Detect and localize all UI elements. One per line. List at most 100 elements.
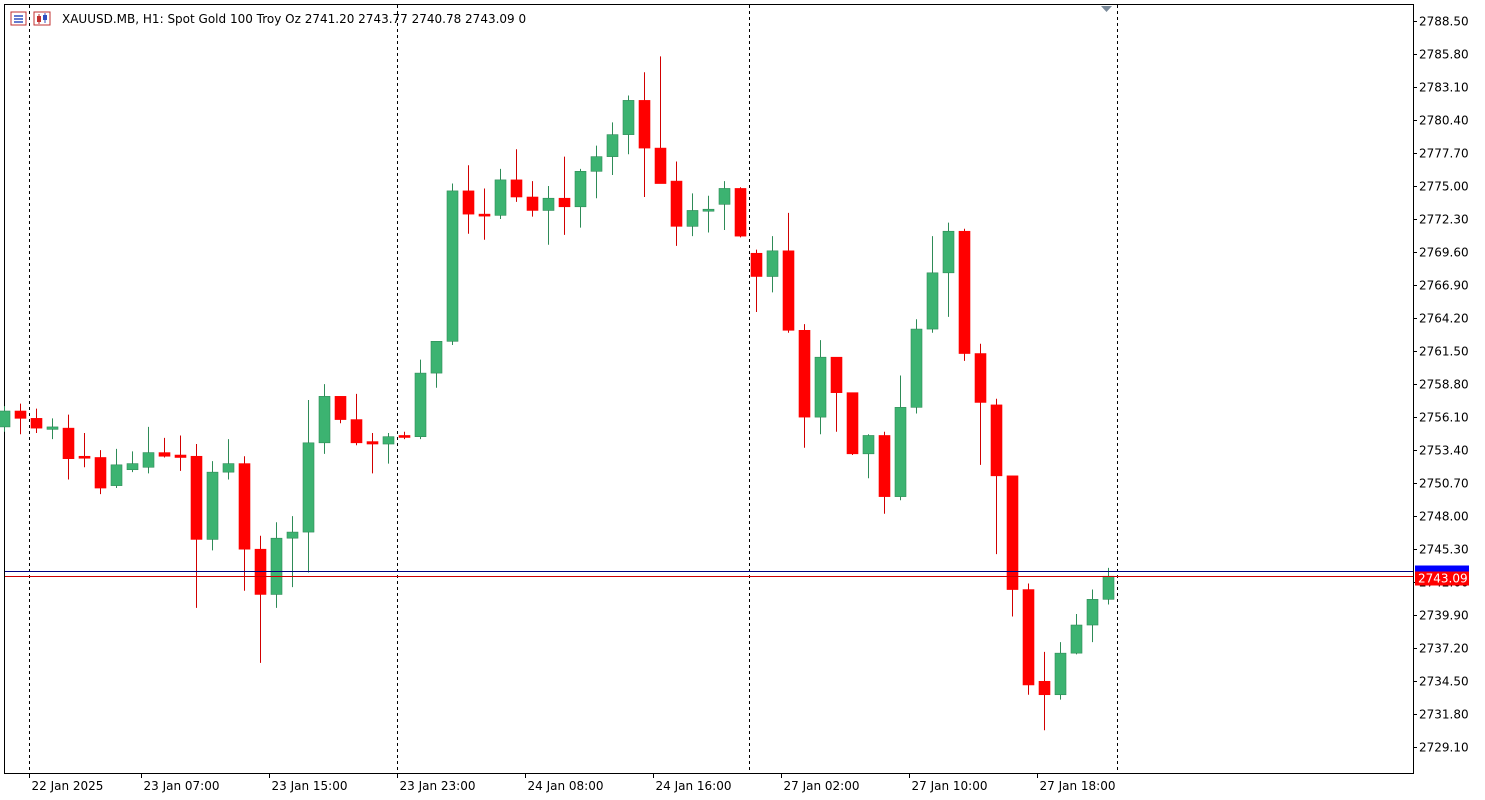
chart-shift-marker-icon[interactable] (1101, 6, 1112, 12)
time-tick-label-3: 23 Jan 23:00 (400, 779, 476, 793)
bid-price-tag (1415, 571, 1469, 586)
current-price-tags: 2743.09 (1415, 565, 1469, 586)
candle-body-50 (798, 329, 811, 418)
candle-41 (654, 56, 667, 184)
price-tick-label-0: 2788.50 (1419, 15, 1469, 29)
price-tick-label-11: 2758.80 (1419, 378, 1469, 392)
candle-62 (990, 398, 1003, 555)
candle-42 (670, 161, 683, 246)
candle-body-66 (1054, 652, 1067, 696)
candle-48 (766, 236, 779, 293)
chart-list-icon[interactable] (10, 11, 27, 26)
candle-body-39 (622, 100, 635, 135)
candle-51 (814, 340, 827, 435)
candle-body-46 (734, 188, 747, 237)
candle-18 (286, 516, 299, 588)
price-tick-label-14: 2750.70 (1419, 477, 1469, 491)
timeframe-label: H1: (143, 12, 164, 26)
candle-body-32 (510, 179, 523, 198)
time-axis[interactable]: 22 Jan 2025 23 Jan 07:00 23 Jan 15:00 23 Ja… (29, 773, 1116, 793)
price-tick-label-2: 2783.10 (1419, 81, 1469, 95)
candle-66 (1054, 642, 1067, 700)
candle-body-37 (590, 156, 603, 172)
candle-body-24 (382, 436, 395, 445)
candle-25 (398, 431, 411, 440)
candle-body-18 (286, 531, 299, 539)
candle-29 (462, 165, 475, 234)
candle-body-28 (446, 190, 459, 342)
candle-body-58 (926, 272, 939, 330)
candle-body-36 (574, 171, 587, 208)
candle-32 (510, 149, 523, 202)
candle-body-55 (878, 435, 891, 497)
candle-22 (350, 393, 363, 446)
price-tick-label-6: 2772.30 (1419, 213, 1469, 227)
time-tick-label-1: 23 Jan 07:00 (144, 779, 220, 793)
candle-body-26 (414, 372, 427, 437)
candle-body-7 (110, 464, 123, 486)
candle-body-12 (190, 455, 203, 540)
candle-40 (638, 72, 651, 197)
candle-body-25 (398, 435, 411, 438)
day-separators (29, 5, 1118, 773)
candle-11 (174, 435, 187, 471)
candle-body-3 (46, 426, 59, 430)
candle-50 (798, 324, 811, 448)
candle-body-43 (686, 210, 699, 227)
candle-body-53 (846, 392, 859, 455)
candle-45 (718, 181, 731, 231)
candle-8 (126, 451, 139, 473)
bid-price-label: 2743.09 (1418, 572, 1468, 586)
candle-60 (958, 228, 971, 361)
price-tick-label-15: 2748.00 (1419, 510, 1469, 524)
candle-body-63 (1006, 475, 1019, 590)
price-tick-label-20: 2734.50 (1419, 675, 1469, 689)
price-axis[interactable]: 2788.50 2785.80 2783.10 2780.40 2777.70 2775.… (1413, 15, 1469, 755)
ohlc-values: 2741.20 2743.77 2740.78 2743.09 (305, 12, 515, 26)
candle-body-6 (94, 457, 107, 489)
candle-body-5 (78, 455, 91, 459)
candle-6 (94, 450, 107, 495)
candle-body-48 (766, 250, 779, 277)
candle-59 (942, 222, 955, 317)
candle-7 (110, 448, 123, 489)
candle-body-33 (526, 196, 539, 211)
candle-38 (606, 122, 619, 175)
candle-36 (574, 168, 587, 228)
price-tick-label-21: 2731.80 (1419, 708, 1469, 722)
time-tick-label-5: 24 Jan 16:00 (656, 779, 732, 793)
candle-body-2 (30, 418, 43, 429)
candle-body-4 (62, 427, 75, 460)
candle-49 (782, 212, 795, 333)
candle-body-9 (142, 452, 155, 468)
candle-body-56 (894, 407, 907, 497)
price-tick-label-3: 2780.40 (1419, 114, 1469, 128)
candle-body-17 (270, 537, 283, 595)
candle-12 (190, 444, 203, 608)
time-tick-label-4: 24 Jan 08:00 (528, 779, 604, 793)
candle-chart-icon[interactable] (33, 11, 51, 26)
candle-33 (526, 181, 539, 217)
candle-67 (1070, 614, 1083, 655)
candle-19 (302, 400, 315, 573)
time-tick-label-0: 22 Jan 2025 (32, 779, 104, 793)
candle-body-11 (174, 454, 187, 458)
candle-68 (1086, 589, 1099, 643)
plot-area (4, 4, 1414, 774)
candle-body-65 (1038, 680, 1051, 696)
candle-58 (926, 236, 939, 333)
candle-body-57 (910, 328, 923, 408)
symbol-label: XAUUSD.MB (62, 12, 135, 26)
candle-21 (334, 396, 347, 424)
candle-body-30 (478, 213, 491, 217)
candle-57 (910, 319, 923, 414)
candle-body-62 (990, 404, 1003, 477)
candle-0 (0, 406, 11, 432)
candle-body-42 (670, 180, 683, 227)
candle-body-15 (238, 463, 251, 550)
candle-body-14 (222, 463, 235, 473)
candle-body-52 (830, 356, 843, 393)
candle-body-19 (302, 442, 315, 533)
